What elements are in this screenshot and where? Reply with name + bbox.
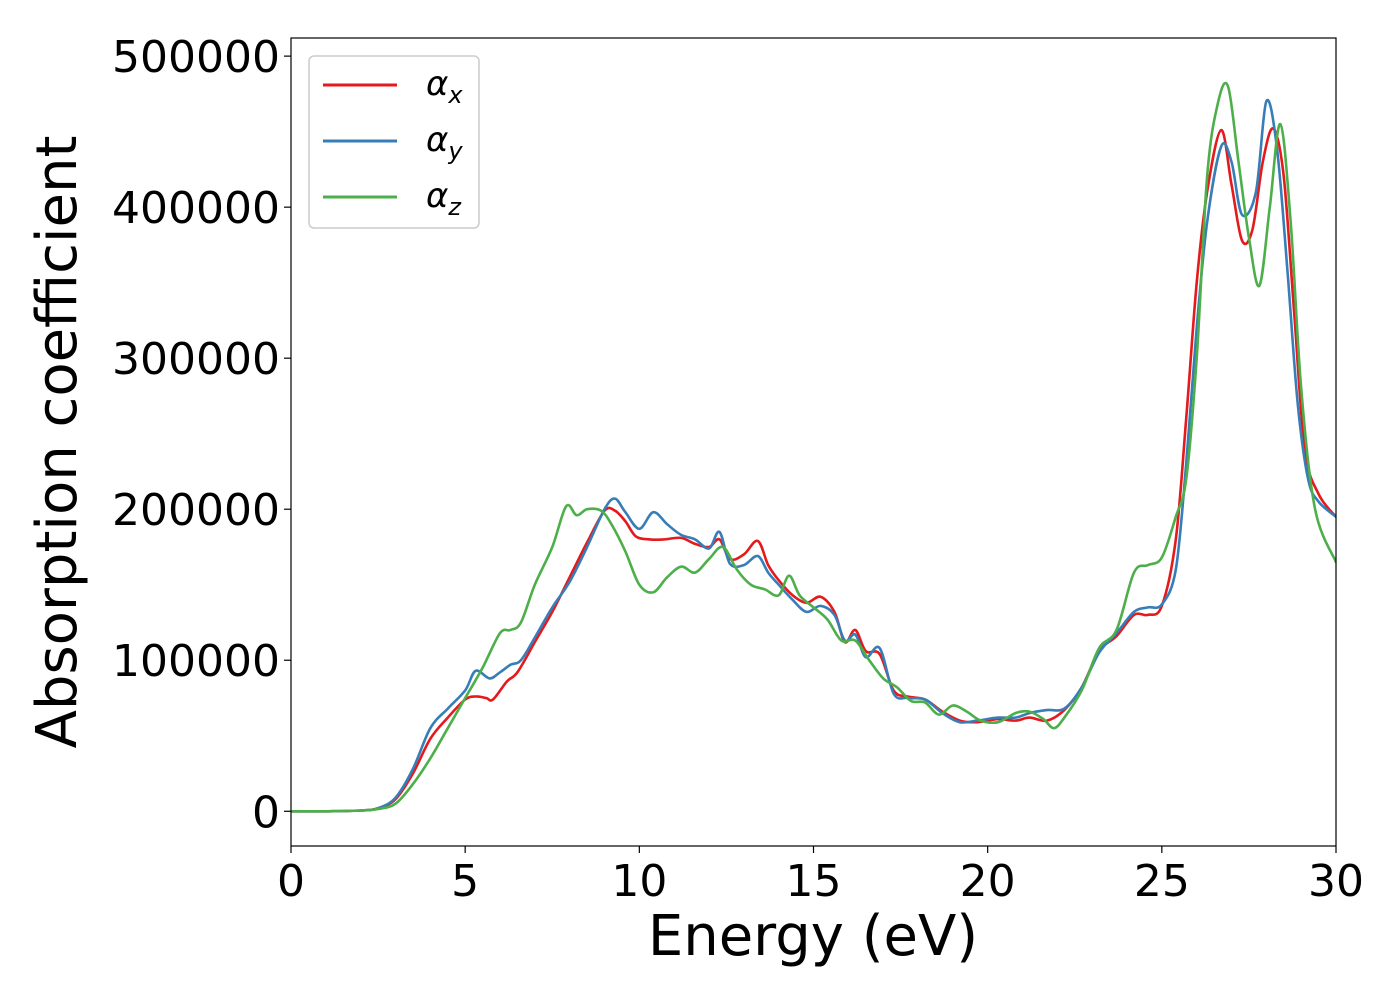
x-tick-label: 20 — [960, 856, 1016, 907]
series-layer — [291, 81, 1336, 813]
y-tick-label: 400000 — [112, 183, 280, 234]
y-tick-label: 300000 — [112, 334, 280, 385]
y-tick-label: 0 — [252, 787, 280, 838]
y-tick-label: 100000 — [112, 636, 280, 687]
x-tick-label: 15 — [786, 856, 842, 907]
x-tick-label: 10 — [611, 856, 667, 907]
y-axis-title: Absorption coefficient — [25, 136, 90, 749]
x-tick-label: 5 — [451, 856, 479, 907]
x-tick-label: 30 — [1308, 856, 1364, 907]
x-axis: 0 5 10 15 20 25 30 — [277, 846, 1364, 907]
x-axis-title: Energy (eV) — [648, 904, 978, 969]
x-tick-label: 0 — [277, 856, 305, 907]
y-tick-label: 500000 — [112, 32, 280, 83]
y-tick-label: 200000 — [112, 485, 280, 536]
x-tick-label: 25 — [1134, 856, 1190, 907]
series-line-alpha-z — [291, 81, 1336, 813]
y-axis: 0 100000 200000 300000 400000 500000 — [112, 32, 291, 838]
